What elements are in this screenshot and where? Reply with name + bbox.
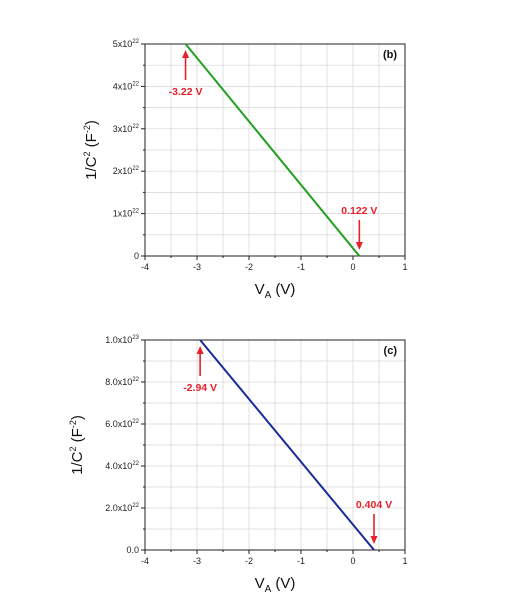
y-axis-label: 1/C2 (F-2) [68, 415, 86, 475]
grid [144, 43, 406, 257]
y-tick-label: 1.0x1023 [105, 335, 139, 345]
x-tick-label: -4 [141, 556, 149, 566]
annotation-label: 0.404 V [356, 499, 392, 511]
annotation-arrow-head [370, 536, 378, 544]
y-tick-label: 0 [134, 251, 139, 261]
x-tick-label: -3 [193, 556, 201, 566]
x-axis-label: VA (V) [255, 575, 296, 595]
x-tick-label: -4 [141, 262, 149, 272]
y-tick-label: 1x1022 [113, 209, 140, 219]
annotation-arrow-head [355, 242, 363, 250]
y-axis-label: 1/C2 (F-2) [82, 120, 100, 180]
x-tick-label: -2 [245, 262, 253, 272]
x-tick-label: 0 [350, 262, 355, 272]
annotation-arrow-head [196, 346, 204, 354]
x-tick-label: -3 [193, 262, 201, 272]
panel-label: (c) [384, 345, 398, 357]
annotation-label: -2.94 V [183, 382, 217, 394]
y-tick-label: 4.0x1022 [105, 461, 139, 471]
x-tick-label: 1 [402, 262, 407, 272]
x-axis-label: VA (V) [255, 281, 296, 301]
series-line [184, 43, 361, 257]
y-tick-label: 8.0x1022 [105, 377, 139, 387]
y-tick-label: 0.0 [126, 545, 139, 555]
chart-panel-b: -4 -3 -2 -1 0 1 0 1x1022 2x1022 3x1022 4x1022 5x102… [82, 39, 408, 301]
y-tick-label: 2x1022 [113, 166, 140, 176]
panel-label: (b) [383, 49, 397, 61]
y-tick-label: 2.0x1022 [105, 503, 139, 513]
y-tick-label: 6.0x1022 [105, 419, 139, 429]
annotation-arrow-head [182, 50, 190, 58]
series-line [199, 339, 375, 551]
y-tick-label: 4x1022 [113, 81, 140, 91]
y-tick-label: 3x1022 [113, 124, 140, 134]
chart-panel-c: -4 -3 -2 -1 0 1 0.0 2.0x1022 4.0x1022 6.0x1022 8.0… [68, 335, 408, 595]
x-tick-label: -1 [297, 262, 305, 272]
x-tick-label: 0 [350, 556, 355, 566]
x-tick-label: -2 [245, 556, 253, 566]
annotation-label: 0.122 V [341, 205, 377, 217]
y-tick-label: 5x1022 [113, 39, 140, 49]
x-tick-label: -1 [297, 556, 305, 566]
x-tick-label: 1 [402, 556, 407, 566]
grid [144, 339, 406, 551]
annotation-label: -3.22 V [169, 86, 203, 98]
